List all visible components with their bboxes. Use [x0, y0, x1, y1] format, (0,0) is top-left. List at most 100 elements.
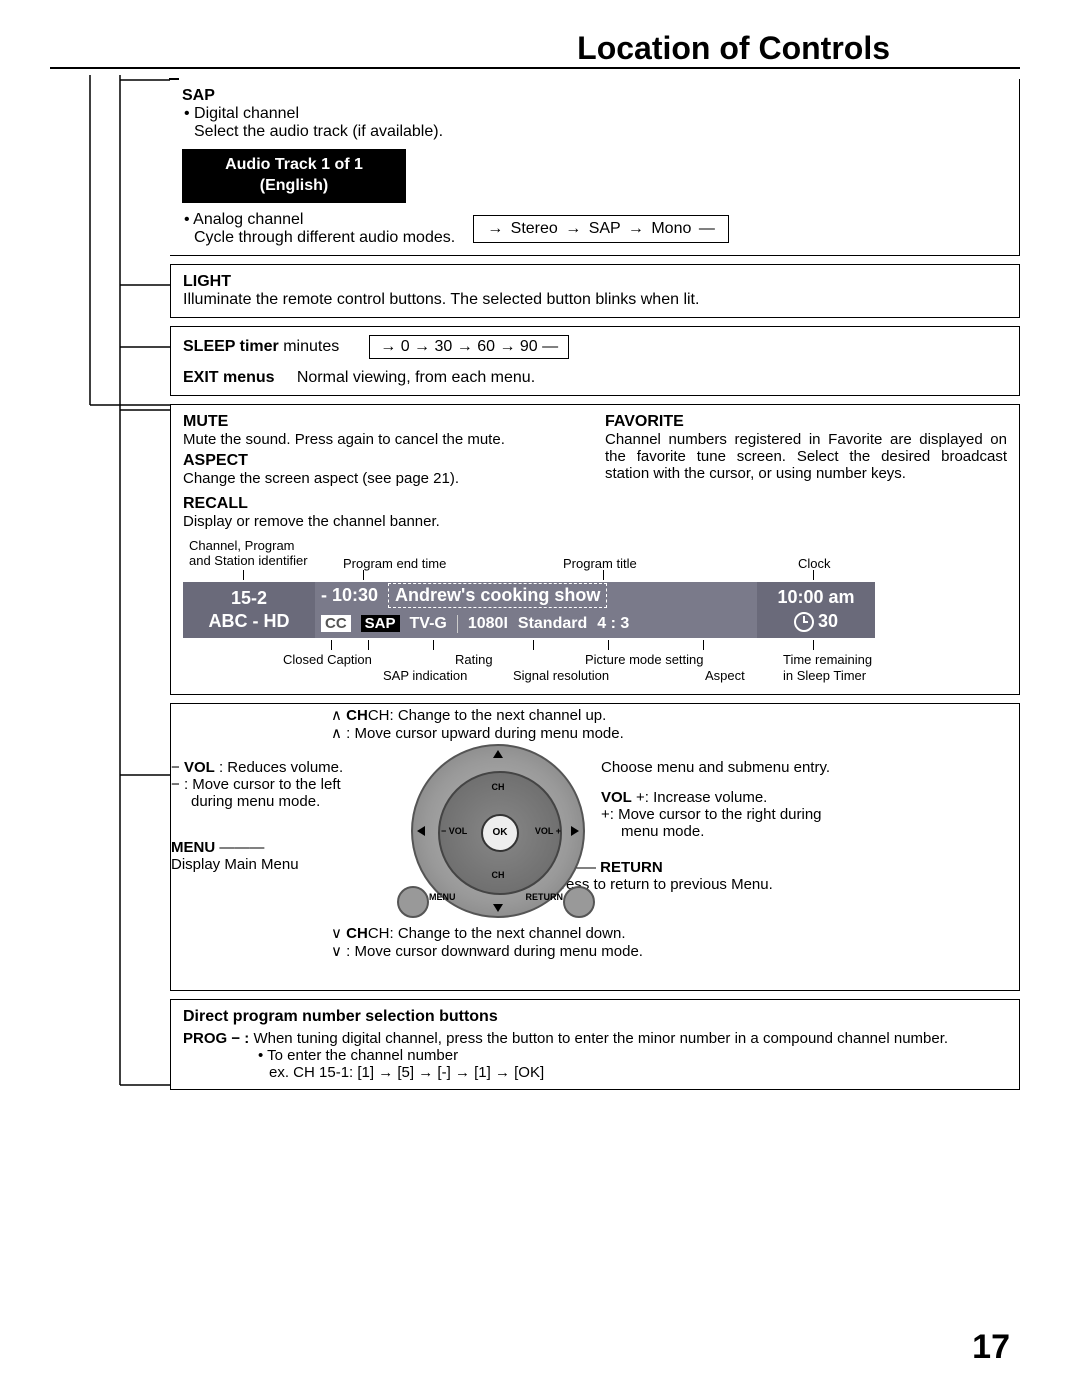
lbl-picmode: Picture mode setting — [585, 652, 704, 667]
banner-ch-num: 15-2 — [183, 587, 315, 610]
lbl-title: Program title — [563, 556, 637, 571]
audio-track-l2: (English) — [194, 176, 394, 197]
dpad-section: ∧ CHCH: Change to the next channel up. ∧… — [170, 703, 1020, 991]
page-number: 17 — [972, 1328, 1010, 1367]
dpad-vol-left: − VOL — [441, 826, 467, 836]
triangle-left-icon — [417, 826, 425, 836]
lbl-endtime: Program end time — [343, 556, 446, 571]
light-text: Illuminate the remote control buttons. T… — [183, 291, 1007, 309]
volplus-h: VOL — [601, 789, 632, 806]
mute-recall-section: MUTE Mute the sound. Press again to canc… — [170, 404, 1020, 695]
sleep-0: 0 — [401, 338, 410, 355]
prog-k2: [-] — [437, 1064, 450, 1081]
connector-lines — [50, 75, 170, 1175]
banner-mid: - 10:30 Andrew's cooking show CCSAP TV-G… — [315, 582, 757, 638]
dpad-ch-up-label: CH — [346, 707, 368, 724]
aspect-heading: ASPECT — [183, 452, 585, 470]
lbl-sap: SAP indication — [383, 668, 467, 683]
sleep-label: SLEEP timer — [183, 338, 279, 356]
dpad-down1: CH: Change to the next channel down. — [368, 925, 626, 942]
exit-text: Normal viewing, from each menu. — [297, 369, 535, 386]
sap-heading: SAP — [182, 87, 1007, 105]
banner-left: 15-2 ABC - HD — [183, 582, 315, 638]
sap-analog-1: • Analog channel — [184, 211, 455, 229]
page-title: Location of Controls — [50, 30, 1020, 69]
banner-res: 1080I — [457, 615, 508, 633]
content-area: SAP • Digital channel Select the audio t… — [170, 79, 1020, 1090]
menu-t: Display Main Menu — [171, 856, 299, 873]
manual-page: Location of Controls SAP • Digital chann… — [0, 0, 1080, 1397]
sap-digital-2: Select the audio track (if available). — [194, 123, 1007, 141]
mute-text: Mute the sound. Press again to cancel th… — [183, 431, 585, 448]
banner-cc: CC — [321, 615, 351, 632]
volminus-t3: during menu mode. — [191, 793, 320, 810]
triangle-down-icon — [493, 904, 503, 912]
audio-track-box: Audio Track 1 of 1 (English) — [182, 149, 406, 203]
menu-button[interactable] — [397, 886, 429, 918]
menu-btn-label: MENU — [429, 892, 456, 902]
prog-k3: [1] — [474, 1064, 491, 1081]
menu-h: MENU — [171, 839, 215, 856]
banner-top-labels: Channel, Program and Station identifier … — [183, 538, 1007, 580]
prog-k1: [5] — [397, 1064, 414, 1081]
sleep-30: 30 — [435, 338, 453, 355]
recall-heading: RECALL — [183, 495, 1007, 513]
banner-remain: 30 — [818, 611, 838, 631]
dpad-ch-bottom: CH — [492, 870, 505, 880]
banner-rating: TV-G — [410, 615, 447, 633]
cycle-stereo: Stereo — [511, 220, 558, 237]
sleep-cycle-box: → 0 → 30 → 60 → 90 — — [369, 335, 569, 359]
mute-heading: MUTE — [183, 413, 585, 431]
banner-aspect: 4 : 3 — [597, 615, 629, 633]
volplus-t3: menu mode. — [621, 823, 704, 840]
light-heading: LIGHT — [183, 273, 1007, 291]
sleep-unit: minutes — [283, 338, 339, 356]
lbl-clock: Clock — [798, 556, 831, 571]
banner-right: 10:00 am 30 — [757, 582, 875, 638]
prog-heading: Direct program number selection buttons — [183, 1008, 1007, 1026]
volminus-t1: : Reduces volume. — [219, 759, 343, 776]
banner-sap: SAP — [361, 615, 400, 632]
prog-section: Direct program number selection buttons … — [170, 999, 1020, 1090]
triangle-up-icon — [493, 750, 503, 758]
dpad-graphic: OK CH CH − VOL VOL + MENU RETURN — [411, 744, 581, 914]
lbl-aspect: Aspect — [705, 668, 745, 683]
lbl-rating: Rating — [455, 652, 493, 667]
prog-t1: When tuning digital channel, press the b… — [253, 1030, 948, 1047]
prog-k4: [OK] — [514, 1064, 544, 1081]
banner-bottom-labels: Closed Caption SAP indication Rating Sig… — [183, 640, 1007, 686]
sap-analog-2: Cycle through different audio modes. — [194, 229, 455, 247]
prog-h: PROG — [183, 1030, 227, 1047]
volplus-t1: +: Increase volume. — [636, 789, 767, 806]
dpad-ch-top: CH — [492, 782, 505, 792]
sleep-90: 90 — [520, 338, 538, 355]
banner-end-time: - 10:30 — [321, 585, 378, 606]
cycle-mono: Mono — [651, 220, 691, 237]
triangle-right-icon — [571, 826, 579, 836]
lbl-channel: Channel, Program and Station identifier — [189, 538, 308, 568]
dpad-up1: CH: Change to the next channel up. — [368, 707, 607, 724]
sleep-exit-section: SLEEP timer minutes → 0 → 30 → 60 → 90 —… — [170, 326, 1020, 396]
clock-icon — [794, 612, 814, 632]
banner-picmode: Standard — [518, 615, 587, 633]
favorite-heading: FAVORITE — [605, 413, 1007, 431]
channel-banner: 15-2 ABC - HD - 10:30 Andrew's cooking s… — [183, 582, 875, 638]
audio-cycle-box: → Stereo → SAP → Mono — — [473, 215, 729, 243]
choose: Choose menu and submenu entry. — [601, 759, 830, 776]
sap-section: SAP • Digital channel Select the audio t… — [170, 79, 1020, 256]
cycle-sap: SAP — [589, 220, 621, 237]
dpad-vol-right: VOL + — [535, 826, 561, 836]
sleep-60: 60 — [477, 338, 495, 355]
dpad-down2: : Move cursor downward during menu mode. — [346, 943, 643, 960]
volminus-h: VOL — [184, 759, 215, 776]
return-h: RETURN — [600, 859, 663, 876]
ok-button[interactable]: OK — [481, 814, 519, 852]
exit-label: EXIT menus — [183, 369, 275, 386]
volplus-t2: +: Move cursor to the right during — [601, 806, 822, 823]
lbl-remain-l2: in Sleep Timer — [783, 668, 866, 683]
audio-track-l1: Audio Track 1 of 1 — [194, 155, 394, 176]
aspect-text: Change the screen aspect (see page 21). — [183, 470, 585, 487]
return-btn-label: RETURN — [526, 892, 564, 902]
volminus-t2: : Move cursor to the left — [184, 776, 341, 793]
return-button[interactable] — [563, 886, 595, 918]
